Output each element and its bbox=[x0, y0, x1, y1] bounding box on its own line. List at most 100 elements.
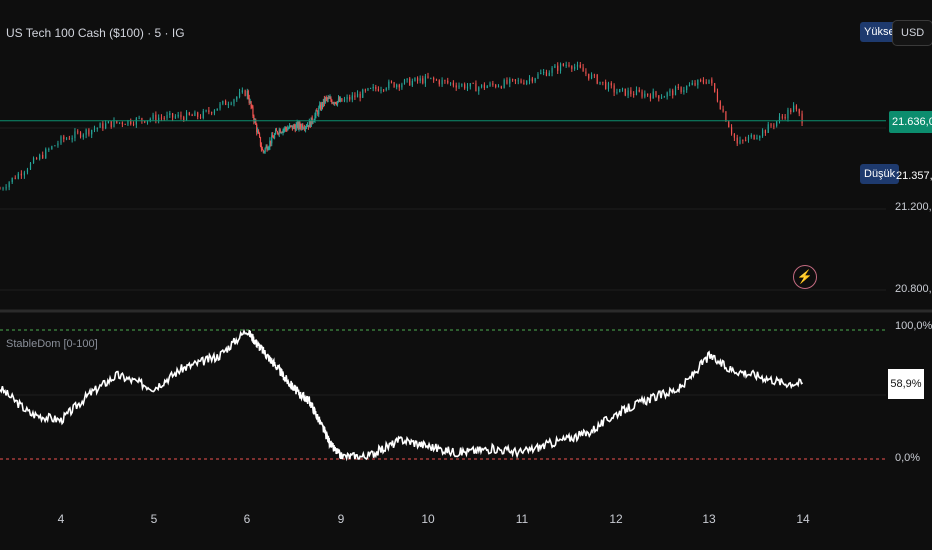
price-candle bbox=[121, 121, 123, 128]
price-candle bbox=[526, 80, 528, 86]
price-candle bbox=[655, 90, 657, 98]
price-candle bbox=[309, 120, 311, 128]
price-candle bbox=[158, 114, 160, 124]
price-candle bbox=[211, 111, 213, 116]
price-candle bbox=[778, 113, 781, 124]
price-candle bbox=[543, 68, 545, 76]
price-candle bbox=[320, 102, 322, 111]
price-candle bbox=[677, 83, 679, 90]
price-candle bbox=[336, 100, 339, 107]
price-candle bbox=[282, 128, 284, 136]
price-candle bbox=[767, 121, 769, 134]
price-candle bbox=[441, 77, 443, 87]
currency-button[interactable]: USD bbox=[892, 20, 932, 46]
symbol-title[interactable]: US Tech 100 Cash ($100) · 5 · IG bbox=[6, 26, 185, 40]
indicator-tick: 100,0% bbox=[895, 320, 932, 332]
price-candle bbox=[764, 129, 766, 136]
price-candle bbox=[455, 82, 457, 91]
price-candle bbox=[680, 86, 682, 94]
price-candle bbox=[135, 117, 137, 128]
price-candle bbox=[401, 82, 403, 90]
price-candle bbox=[269, 137, 271, 150]
price-candle bbox=[545, 69, 548, 77]
price-candle bbox=[205, 109, 207, 113]
last-price-badge: 21.636,0 bbox=[889, 111, 932, 133]
x-axis-label: 10 bbox=[421, 512, 435, 526]
price-candle bbox=[602, 81, 604, 86]
lightning-icon[interactable]: ⚡ bbox=[793, 265, 817, 289]
price-candle bbox=[605, 79, 607, 90]
price-candle bbox=[444, 79, 446, 84]
price-candle bbox=[225, 99, 227, 106]
price-candle bbox=[293, 123, 295, 129]
price-candle bbox=[795, 104, 798, 112]
price-candle bbox=[268, 145, 270, 151]
price-candle bbox=[669, 88, 671, 97]
price-candle bbox=[346, 94, 348, 103]
x-axis-label: 9 bbox=[337, 512, 345, 526]
price-candle bbox=[438, 79, 440, 87]
price-candle bbox=[630, 87, 632, 97]
price-candle bbox=[497, 84, 500, 88]
price-candle bbox=[719, 100, 721, 110]
price-candle bbox=[736, 134, 738, 147]
price-candle bbox=[537, 72, 539, 80]
price-candle bbox=[359, 91, 361, 102]
low-label-badge: Düşük bbox=[860, 164, 900, 184]
price-candle bbox=[531, 76, 533, 84]
x-axis-label: 5 bbox=[150, 512, 158, 526]
price-candle bbox=[607, 81, 610, 92]
price-candle bbox=[469, 83, 471, 90]
price-candle bbox=[472, 82, 474, 84]
price-candle bbox=[246, 88, 248, 100]
price-candle bbox=[238, 88, 241, 99]
price-candle bbox=[82, 133, 84, 140]
price-candle bbox=[517, 77, 519, 85]
price-candle bbox=[330, 96, 332, 103]
price-candle bbox=[26, 167, 29, 175]
price-candle bbox=[202, 108, 204, 120]
price-candle bbox=[343, 96, 346, 103]
price-candle bbox=[610, 81, 612, 89]
price-candle bbox=[338, 96, 341, 102]
price-candle bbox=[658, 95, 660, 102]
price-candle bbox=[262, 149, 264, 154]
price-candle bbox=[305, 124, 308, 130]
price-candle bbox=[260, 142, 263, 152]
price-candle bbox=[91, 129, 93, 139]
price-candle bbox=[297, 121, 299, 130]
price-candle bbox=[248, 94, 250, 106]
price-candle bbox=[641, 89, 643, 99]
price-candle bbox=[304, 125, 307, 133]
price-candle bbox=[562, 63, 564, 67]
indicator-title[interactable]: StableDom [0-100] bbox=[6, 338, 98, 350]
price-candle bbox=[233, 98, 235, 107]
price-candle bbox=[299, 121, 301, 130]
price-candle bbox=[294, 124, 296, 133]
price-candle bbox=[753, 134, 755, 140]
price-candle bbox=[276, 130, 278, 135]
price-candle bbox=[118, 122, 121, 125]
price-candle bbox=[776, 120, 778, 128]
price-candle bbox=[310, 117, 312, 127]
price-candle bbox=[375, 84, 377, 92]
price-candle bbox=[138, 115, 140, 120]
price-candle bbox=[321, 101, 324, 110]
price-candle bbox=[197, 111, 199, 120]
price-candle bbox=[534, 77, 536, 84]
price-candle bbox=[102, 120, 104, 131]
price-candle bbox=[284, 126, 286, 132]
price-candle bbox=[274, 128, 277, 135]
price-candle bbox=[289, 123, 291, 129]
price-candle bbox=[256, 123, 258, 136]
x-axis-label: 4 bbox=[57, 512, 65, 526]
price-candle bbox=[722, 105, 724, 113]
price-candle bbox=[414, 77, 416, 82]
price-candle bbox=[301, 123, 303, 131]
price-candle bbox=[424, 73, 426, 87]
price-candle bbox=[747, 134, 750, 143]
price-candle bbox=[495, 83, 497, 89]
price-candle bbox=[71, 135, 73, 143]
price-candle bbox=[267, 146, 269, 151]
